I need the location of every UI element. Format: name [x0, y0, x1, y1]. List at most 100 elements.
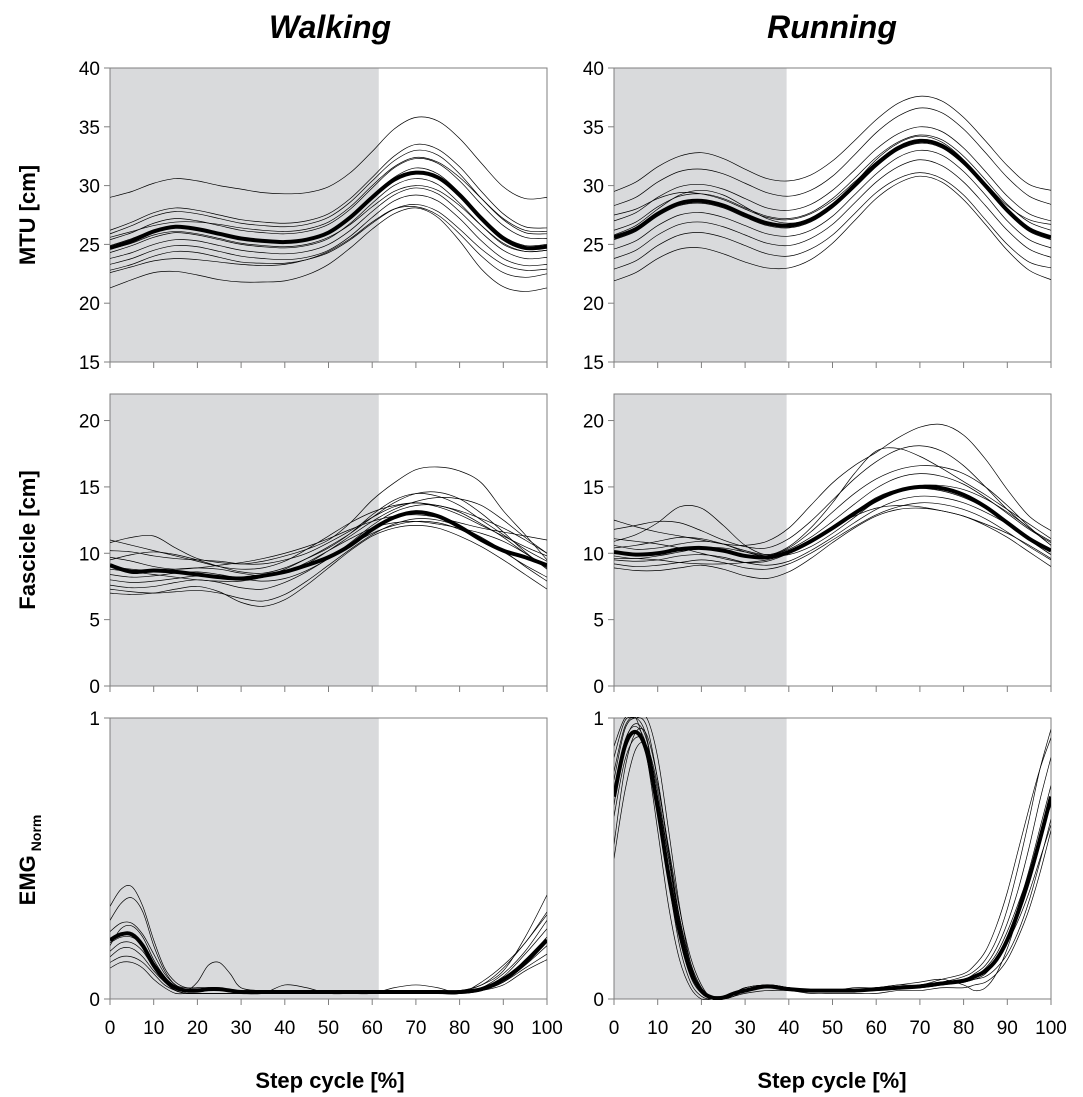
y-tick-label: 0	[89, 990, 100, 1011]
mean-curve	[614, 729, 1051, 1000]
y-tick-label: 40	[583, 59, 604, 80]
trial-curve	[110, 149, 547, 235]
trial-curve	[110, 185, 547, 253]
x-tick-label: 0	[609, 1018, 620, 1039]
x-tick-label: 90	[997, 1018, 1018, 1039]
trial-curve	[614, 107, 1051, 206]
x-tick-label: 80	[953, 1018, 974, 1039]
trial-curve	[614, 495, 1051, 566]
y-tick-label: 20	[79, 294, 100, 315]
x-axis-label-running: Step cycle [%]	[757, 1068, 906, 1093]
trial-curve	[110, 525, 547, 607]
y-tick-label: 20	[79, 412, 100, 433]
trial-curve	[110, 187, 547, 260]
trial-curve	[110, 158, 547, 241]
trial-curve	[614, 473, 1051, 555]
y-tick-label: 10	[79, 544, 100, 565]
y-tick-label: 15	[583, 353, 604, 374]
trial-curve	[110, 206, 547, 278]
trial-curve	[614, 447, 1051, 555]
trial-curve	[614, 445, 1051, 549]
x-tick-label: 100	[1035, 1018, 1067, 1039]
y-tick-label: 5	[89, 611, 100, 632]
stance-phase-shade	[110, 718, 379, 999]
trial-curve	[614, 175, 1051, 282]
y-tick-label: 0	[89, 677, 100, 698]
y-tick-label: 20	[583, 294, 604, 315]
mean-curve	[110, 510, 547, 581]
trial-curve	[614, 172, 1051, 270]
stance-phase-shade	[110, 68, 379, 362]
stance-phase-shade	[110, 394, 379, 686]
trial-curve	[110, 207, 547, 292]
trial-curve	[110, 116, 547, 200]
x-tick-label: 30	[231, 1018, 252, 1039]
mean-curve	[110, 931, 547, 995]
trial-curve	[614, 149, 1051, 250]
trial-curve	[614, 134, 1051, 231]
y-tick-label: 1	[593, 709, 604, 730]
y-tick-label: 35	[79, 118, 100, 139]
row-label-emg-main: EMG	[15, 855, 40, 905]
trial-curve	[110, 466, 547, 565]
panel-walking-emg: 010 10 20 30 40 50 60 70 80 90 100	[89, 709, 562, 1039]
trial-curve	[110, 514, 547, 570]
x-tick-label: 50	[822, 1018, 843, 1039]
x-tick-label: 100	[531, 1018, 563, 1039]
y-tick-label: 40	[79, 59, 100, 80]
x-axis-label-walking: Step cycle [%]	[255, 1068, 404, 1093]
panel-running-fascicle: 0 5 10 15 20	[583, 393, 1052, 698]
x-tick-label: 20	[187, 1018, 208, 1039]
y-tick-label: 35	[583, 118, 604, 139]
y-tick-label: 25	[79, 235, 100, 256]
trial-curve	[614, 159, 1051, 259]
x-tick-label: 40	[274, 1018, 295, 1039]
x-tick-label: 0	[105, 1018, 116, 1039]
trial-curve	[110, 156, 547, 238]
mean-curve	[614, 138, 1051, 240]
panel-running-mtu: 15 20 25 30 35 40	[583, 59, 1052, 374]
x-tick-label: 50	[318, 1018, 339, 1039]
y-tick-label: 15	[79, 478, 100, 499]
trial-curve	[110, 178, 547, 253]
mean-curve	[614, 484, 1051, 560]
stance-phase-shade	[614, 718, 787, 999]
y-tick-label: 5	[593, 611, 604, 632]
row-label-mtu: MTU [cm]	[15, 165, 40, 265]
trial-curve	[110, 204, 547, 271]
row-label-fascicle: Fascicle [cm]	[15, 470, 40, 609]
trial-curve	[614, 126, 1051, 222]
x-tick-label: 20	[691, 1018, 712, 1039]
x-tick-label: 70	[405, 1018, 426, 1039]
trial-curve	[110, 143, 547, 231]
panel-walking-fascicle: 0 5 10 15 20	[79, 393, 548, 698]
trial-curve	[110, 194, 547, 267]
panel-walking-mtu: 15 20 25 30 35 40	[79, 59, 548, 374]
trial-curve	[614, 502, 1051, 570]
stance-phase-shade	[614, 68, 787, 362]
y-tick-label: 25	[583, 235, 604, 256]
trial-curve	[614, 507, 1051, 579]
y-tick-label: 0	[593, 990, 604, 1011]
x-tick-label: 60	[866, 1018, 887, 1039]
trial-curve	[614, 465, 1051, 557]
x-tick-label: 80	[449, 1018, 470, 1039]
x-tick-label: 30	[735, 1018, 756, 1039]
y-tick-label: 30	[79, 177, 100, 198]
row-label-emg-sub: Norm	[28, 815, 44, 852]
trial-curve	[614, 736, 1051, 1000]
trial-curve	[614, 95, 1051, 192]
y-tick-label: 15	[79, 353, 100, 374]
row-label-emg: EMG Norm	[15, 815, 44, 906]
x-tick-label: 60	[362, 1018, 383, 1039]
y-tick-label: 30	[583, 177, 604, 198]
column-title-walking: Walking	[269, 9, 391, 45]
y-tick-label: 10	[583, 544, 604, 565]
x-tick-label: 10	[647, 1018, 668, 1039]
x-tick-label: 70	[909, 1018, 930, 1039]
mean-curve	[110, 170, 547, 251]
trial-curve	[614, 484, 1051, 559]
y-tick-label: 15	[583, 478, 604, 499]
trial-curve	[110, 493, 547, 574]
